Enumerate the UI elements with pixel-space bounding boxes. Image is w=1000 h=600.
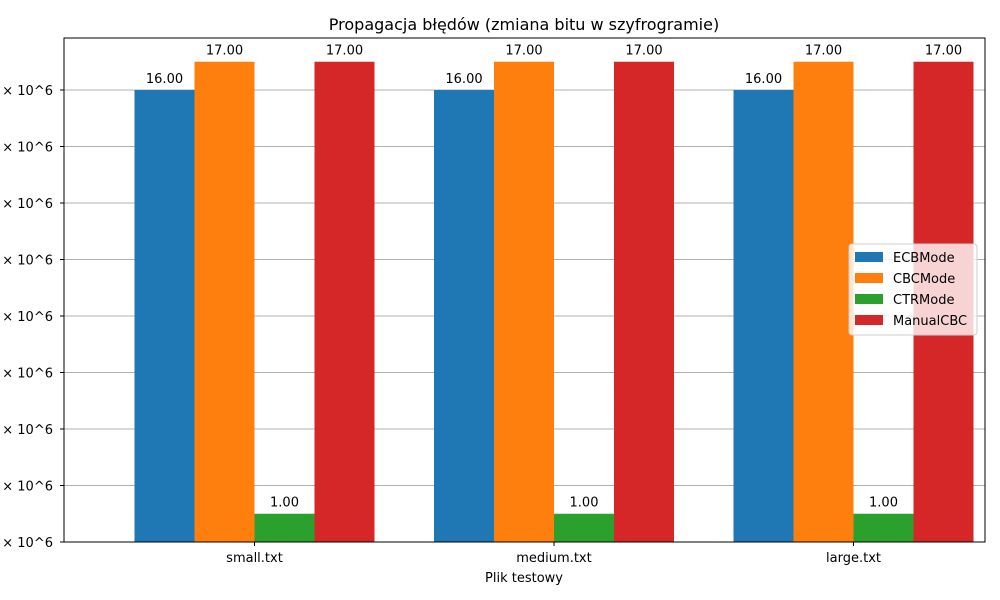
legend-label-ecbmode: ECBMode	[893, 251, 955, 266]
chart-title: Propagacja błędów (zmiana bitu w szyfrog…	[329, 15, 719, 34]
x-tick-label: medium.txt	[516, 551, 591, 566]
legend-swatch-cbcmode	[855, 273, 883, 283]
data-label: 16.00	[445, 72, 482, 87]
data-label: 17.00	[206, 44, 243, 59]
y-tick-label: × 10^6	[2, 479, 53, 494]
x-axis-label: Plik testowy	[485, 571, 563, 586]
legend-swatch-ctrmode	[855, 294, 883, 304]
bar-ctrmode	[853, 513, 914, 542]
bar-ecbmode	[733, 89, 794, 543]
bar-ecbmode	[134, 89, 195, 543]
bar-manualcbc	[314, 61, 375, 542]
bar-cbcmode	[494, 61, 554, 542]
y-tick-label: × 10^6	[2, 310, 53, 325]
plot-frame	[63, 37, 986, 543]
data-label: 1.00	[869, 496, 898, 511]
bar-ecbmode	[434, 89, 494, 543]
bar-cbcmode	[194, 61, 255, 542]
x-tick-label: small.txt	[226, 551, 283, 566]
legend-label-cbcmode: CBCMode	[893, 272, 955, 287]
data-label: 17.00	[625, 44, 662, 59]
x-tick-label: large.txt	[826, 551, 881, 566]
bars: 16.00 17.00 1.00 17.00 16.00 17.00 1.00 17.00 16…	[134, 44, 974, 543]
data-label: 1.00	[570, 496, 599, 511]
y-tick-label: × 10^6	[2, 84, 53, 99]
data-label: 1.00	[270, 496, 299, 511]
data-label: 17.00	[505, 44, 542, 59]
bar-ctrmode	[254, 513, 315, 542]
data-label: 17.00	[805, 44, 842, 59]
data-label: 17.00	[326, 44, 363, 59]
legend-label-ctrmode: CTRMode	[893, 293, 954, 308]
x-axis: small.txt medium.txt large.txt	[226, 542, 881, 566]
data-label: 17.00	[925, 44, 962, 59]
legend-box	[848, 243, 978, 336]
legend: ECBMode CBCMode CTRMode ManualCBC	[848, 243, 978, 336]
y-tick-label: × 10^6	[2, 366, 53, 381]
y-tick-label: × 10^6	[2, 536, 53, 551]
bar-cbcmode	[793, 61, 854, 542]
data-label: 16.00	[146, 72, 183, 87]
bar-manualcbc	[614, 61, 674, 542]
legend-swatch-manualcbc	[855, 315, 883, 325]
y-tick-label: × 10^6	[2, 423, 53, 438]
y-tick-label: × 10^6	[2, 253, 53, 268]
y-tick-label: × 10^6	[2, 140, 53, 155]
bar-ctrmode	[554, 513, 614, 542]
data-label: 16.00	[745, 72, 782, 87]
y-tick-label: × 10^6	[2, 197, 53, 212]
legend-label-manualcbc: ManualCBC	[893, 314, 967, 329]
y-axis: × 10^6 × 10^6 × 10^6 × 10^6 × 10^6 × 10^6 × 10…	[2, 84, 64, 551]
legend-swatch-ecbmode	[855, 252, 883, 262]
